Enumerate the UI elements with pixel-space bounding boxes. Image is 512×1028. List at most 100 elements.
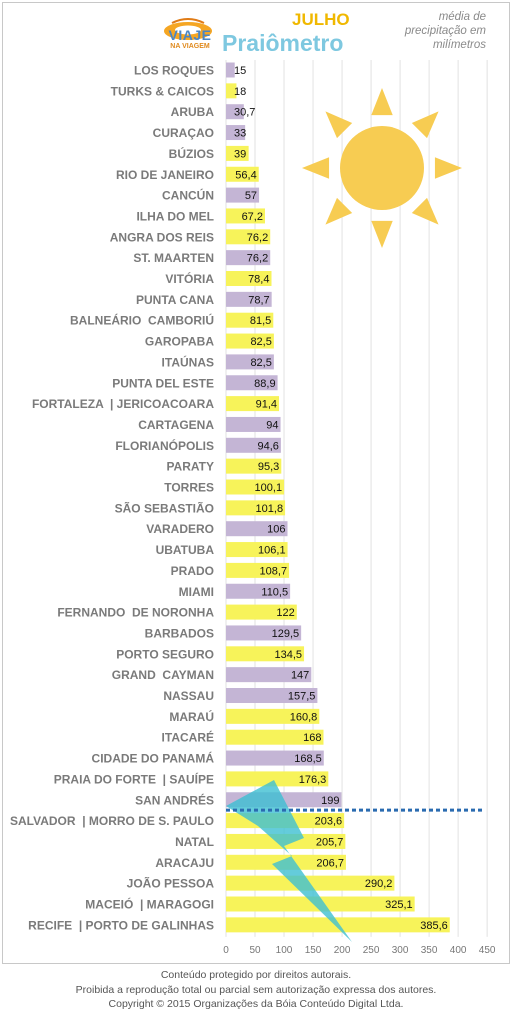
bar (226, 250, 271, 266)
bar (226, 208, 265, 224)
bar (226, 500, 286, 516)
value-label: 110,5 (261, 586, 288, 598)
footer-line-2: Proibida a reprodução total ou parcial s… (75, 983, 437, 996)
value-label: 57 (245, 190, 257, 202)
bar (226, 333, 274, 349)
value-label: 106 (267, 524, 285, 536)
bar (226, 396, 280, 412)
category-label: CURAÇAO (153, 126, 214, 140)
bar (226, 166, 259, 182)
bar (226, 750, 324, 766)
category-label: CIDADE DO PANAMÁ (92, 751, 215, 766)
category-label: PRAIA DO FORTE | SAUÍPE (54, 771, 214, 786)
value-label: 122 (276, 607, 294, 619)
subtitle-line-2: precipitação em (404, 25, 486, 37)
value-label: 76,2 (247, 253, 268, 265)
category-label: SÃO SEBASTIÃO (115, 500, 214, 515)
category-label: ST. MAARTEN (133, 251, 214, 265)
bar (226, 479, 285, 495)
value-label: 203,6 (315, 816, 343, 828)
category-label: MIAMI (179, 585, 214, 599)
value-label: 134,5 (275, 649, 303, 661)
value-label: 199 (321, 795, 339, 807)
category-label: RECIFE | PORTO DE GALINHAS (28, 918, 214, 932)
bar (226, 458, 282, 474)
bar (226, 83, 237, 99)
x-tick-label: 300 (392, 945, 409, 956)
value-label: 129,5 (272, 628, 300, 640)
value-label: 76,2 (247, 232, 268, 244)
category-label: BARBADOS (145, 626, 214, 640)
month-label: JULHO (292, 10, 350, 29)
value-label: 108,7 (260, 565, 288, 577)
category-label: ARUBA (171, 105, 215, 119)
subtitle-line-3: milímetros (432, 39, 486, 51)
bar (226, 583, 291, 599)
category-label: NATAL (175, 835, 214, 849)
bar (226, 667, 312, 683)
value-label: 290,2 (365, 878, 393, 890)
bar (226, 229, 271, 245)
category-label: PUNTA DEL ESTE (112, 376, 214, 390)
category-label: PORTO SEGURO (116, 647, 214, 661)
category-label: SALVADOR | MORRO DE S. PAULO (10, 814, 214, 828)
value-label: 325,1 (385, 899, 413, 911)
bar (226, 625, 302, 641)
value-label: 67,2 (242, 211, 263, 223)
x-tick-label: 200 (334, 945, 351, 956)
value-label: 94,6 (257, 440, 278, 452)
value-label: 206,7 (316, 857, 344, 869)
category-label: UBATUBA (156, 543, 215, 557)
x-tick-label: 450 (479, 945, 496, 956)
x-axis-ticks: 0 50 100 150 200 250 300 350 400 450 (223, 945, 496, 956)
sun-ray (371, 88, 393, 116)
bar (226, 771, 329, 787)
bar (226, 187, 260, 203)
x-tick-label: 100 (276, 945, 293, 956)
value-label: 147 (291, 670, 309, 682)
x-tick-label: 50 (249, 945, 261, 956)
x-tick-label: 250 (363, 945, 380, 956)
x-tick-label: 0 (223, 945, 229, 956)
category-label: VARADERO (146, 522, 214, 536)
value-label: 95,3 (258, 461, 279, 473)
sun-ray (411, 197, 439, 225)
value-label: 30,7 (234, 107, 255, 119)
bar (226, 521, 288, 537)
bar (226, 354, 274, 370)
value-label: 100,1 (255, 482, 283, 494)
category-label: VITÓRIA (165, 271, 214, 286)
logo-subtext: NA VIAGEM (170, 43, 210, 50)
category-label: ANGRA DOS REIS (110, 230, 214, 244)
value-label: 94 (266, 419, 278, 431)
bar (226, 271, 272, 286)
value-labels: 15 18 30,7 33 39 56,4 57 67,2 76,2 76,2 78,4 78,7 81… (234, 65, 448, 932)
category-labels: LOS ROQUES TURKS & CAICOS ARUBA CURAÇAO BÚZI… (10, 64, 214, 933)
category-label: RIO DE JANEIRO (116, 168, 214, 182)
bar (226, 688, 318, 703)
bar (226, 646, 305, 662)
category-label: TURKS & CAICOS (111, 84, 214, 98)
category-label: CARTAGENA (138, 418, 214, 432)
sun-icon (302, 88, 462, 248)
value-label: 385,6 (420, 920, 448, 932)
bar (226, 312, 274, 328)
x-tick-label: 350 (421, 945, 438, 956)
bar (226, 145, 249, 161)
value-label: 82,5 (250, 357, 271, 369)
value-label: 81,5 (250, 315, 271, 327)
value-label: 205,7 (316, 836, 344, 848)
category-label: PARATY (166, 460, 214, 474)
category-label: ILHA DO MEL (136, 209, 214, 223)
value-label: 15 (234, 65, 246, 77)
x-tick-label: 400 (450, 945, 467, 956)
value-label: 160,8 (290, 711, 318, 723)
category-label: FORTALEZA | JERICOACOARA (32, 397, 214, 411)
value-label: 33 (234, 128, 246, 140)
category-label: FLORIANÓPOLIS (115, 438, 214, 453)
logo-text: VIAJE (168, 27, 212, 43)
category-label: ITAÚNAS (162, 354, 214, 369)
value-label: 39 (234, 148, 246, 160)
bar (226, 708, 320, 724)
